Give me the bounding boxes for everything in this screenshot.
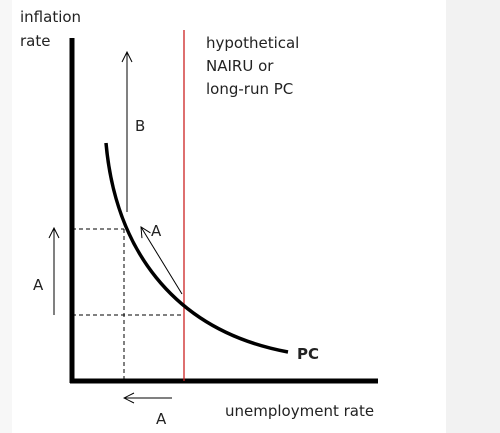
nairu-label-line3: long-run PC xyxy=(206,80,293,98)
y-axis-label-line2: rate xyxy=(20,32,50,50)
x-axis-label: unemployment rate xyxy=(225,402,374,420)
y-axis-label-line1: inflation xyxy=(20,8,81,26)
side-strip xyxy=(426,0,446,433)
right-gutter xyxy=(446,0,500,433)
phillips-curve xyxy=(104,142,289,354)
arrow-a-diagonal-label: A xyxy=(151,222,162,240)
figure-panel xyxy=(12,0,426,433)
arrow-a-diagonal xyxy=(141,227,183,295)
nairu-label-line2: NAIRU or xyxy=(206,57,274,75)
curve-label: PC xyxy=(297,345,319,363)
nairu-label-line1: hypothetical xyxy=(206,34,299,52)
arrow-a-vertical-label: A xyxy=(33,276,44,294)
arrow-b-label: B xyxy=(135,117,145,135)
arrow-a-horizontal-label: A xyxy=(156,410,167,428)
